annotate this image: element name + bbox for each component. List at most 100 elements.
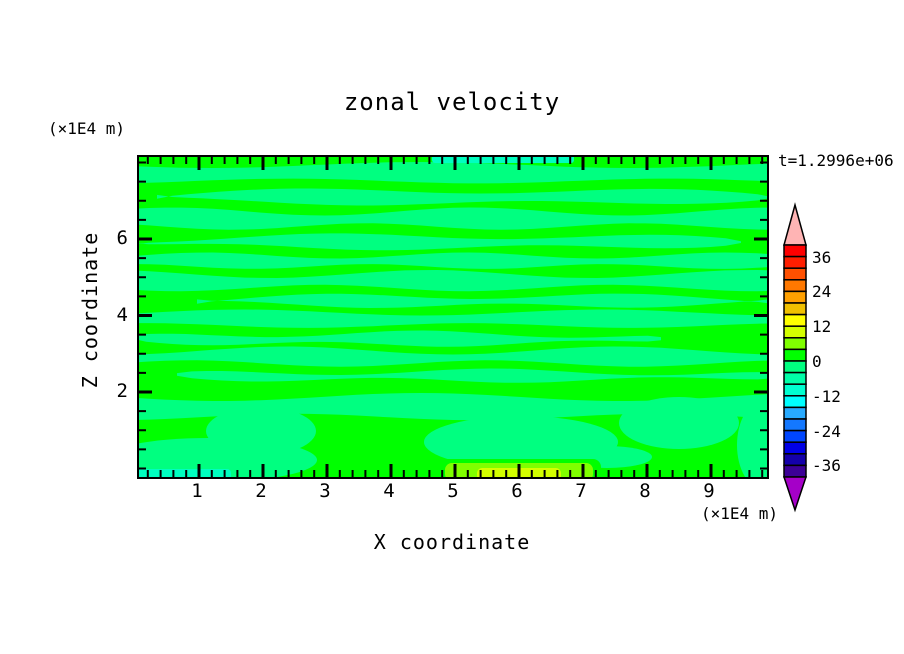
colorbar-band (783, 313, 807, 327)
tick-mark (351, 157, 354, 164)
tick-mark (197, 464, 201, 477)
tick-mark (748, 157, 751, 164)
aqua-top-sliver (432, 155, 574, 163)
tick-mark (633, 157, 636, 164)
tick-mark (159, 157, 162, 164)
colorbar-tick-label: 0 (812, 352, 822, 371)
tick-mark (441, 157, 444, 164)
tick-mark (760, 333, 767, 336)
tick-mark (722, 157, 725, 164)
contour-field (101, 155, 789, 489)
tick-mark (671, 157, 674, 164)
tick-mark (185, 470, 188, 477)
colorbar-band (783, 429, 807, 443)
x-tick-label: 1 (191, 480, 203, 502)
tick-mark (684, 470, 687, 477)
colorbar-band (783, 290, 807, 304)
tick-mark (139, 390, 152, 394)
colorbar-band (783, 302, 807, 316)
colorbar-band (783, 337, 807, 351)
tick-mark (325, 157, 329, 170)
aqua-corner-strip (137, 469, 231, 481)
plot-area (101, 155, 789, 489)
x-tick-label: 9 (703, 480, 715, 502)
tick-mark (633, 470, 636, 477)
tick-mark (760, 467, 767, 470)
tick-mark (697, 470, 700, 477)
colorbar-tick-label: 36 (812, 248, 832, 267)
colorbar-band (783, 464, 807, 478)
x-axis-title: X coordinate (373, 530, 531, 554)
tick-mark (492, 157, 495, 164)
tick-mark (620, 470, 623, 477)
tick-mark (146, 470, 149, 477)
tick-mark (139, 276, 146, 279)
tick-mark (760, 257, 767, 260)
tick-mark (325, 464, 329, 477)
tick-mark (139, 448, 146, 451)
tick-mark (658, 157, 661, 164)
tick-mark (735, 470, 738, 477)
tick-mark (300, 157, 303, 164)
colorbar (782, 202, 808, 513)
tick-mark (607, 470, 610, 477)
contour-stripe (157, 188, 773, 206)
tick-mark (760, 199, 767, 202)
tick-mark (274, 470, 277, 477)
tick-mark (594, 157, 597, 164)
colorbar-band (783, 244, 807, 258)
tick-mark (479, 470, 482, 477)
tick-mark (645, 157, 649, 170)
x-tick-label: 7 (575, 480, 587, 502)
tick-mark (139, 237, 152, 241)
tick-mark (139, 257, 146, 260)
tick-mark (760, 276, 767, 279)
tick-mark (172, 157, 175, 164)
tick-mark (466, 157, 469, 164)
contour-stripe (133, 330, 661, 347)
tick-mark (441, 470, 444, 477)
colorbar-band (783, 267, 807, 281)
x-tick-label: 6 (511, 480, 523, 502)
tick-mark (479, 157, 482, 164)
contour-stripe (133, 270, 773, 292)
tick-mark (377, 157, 380, 164)
contour-blob (206, 407, 316, 455)
x-tick-label: 4 (383, 480, 395, 502)
tick-mark (530, 157, 533, 164)
tick-mark (261, 157, 265, 170)
tick-mark (722, 470, 725, 477)
time-annotation: t=1.2996e+06 (778, 151, 894, 170)
colorbar-tick-label: -12 (812, 387, 841, 406)
tick-mark (364, 470, 367, 477)
tick-mark (139, 314, 152, 317)
tick-mark (261, 464, 265, 477)
tick-mark (402, 470, 405, 477)
tick-mark (415, 470, 418, 477)
tick-mark (754, 314, 767, 317)
contour-stripe (177, 368, 773, 383)
tick-mark (594, 470, 597, 477)
colorbar-band (783, 255, 807, 269)
y-axis-unit-label: (×1E4 m) (48, 119, 126, 138)
tick-mark (313, 470, 316, 477)
colorbar-tick-label: 24 (812, 282, 832, 301)
tick-mark (139, 199, 146, 202)
tick-mark (351, 470, 354, 477)
tick-mark (492, 470, 495, 477)
tick-mark (338, 157, 341, 164)
tick-mark (139, 161, 146, 164)
x-tick-label: 5 (447, 480, 459, 502)
colorbar-band (783, 406, 807, 420)
colorbar-over-arrow (783, 202, 807, 246)
tick-mark (210, 157, 213, 164)
tick-mark (607, 157, 610, 164)
contour-blob (619, 397, 739, 449)
colorbar-band (783, 418, 807, 432)
tick-mark (581, 157, 585, 170)
y-tick-label: 6 (116, 227, 128, 249)
tick-mark (658, 470, 661, 477)
contour-stripe (133, 207, 773, 230)
tick-mark (223, 157, 226, 164)
